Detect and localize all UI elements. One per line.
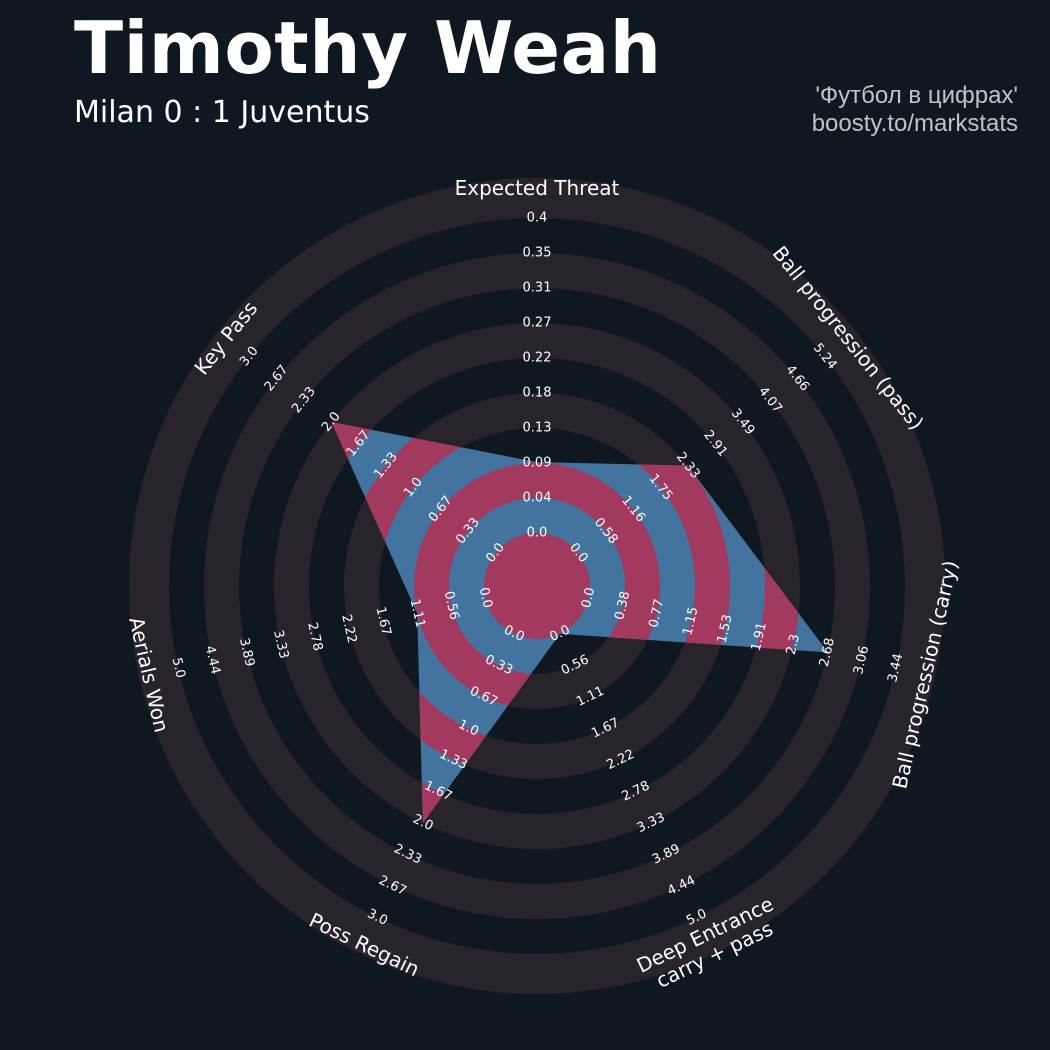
param-label: Deep Entrancecarry + pass: [633, 892, 787, 998]
credit-url: boosty.to/markstats: [811, 110, 1018, 137]
tick-label: 0.09: [523, 456, 552, 471]
tick-label: 0.31: [523, 281, 552, 296]
tick-label: 3.06: [851, 644, 872, 676]
tick-label: 2.78: [304, 621, 325, 653]
tick-label: 0.22: [523, 351, 552, 366]
tick-label: 1.91: [749, 621, 770, 653]
tick-label: 0.0: [476, 586, 495, 610]
tick-label: 0.77: [646, 598, 667, 630]
tick-label: 0.35: [523, 246, 552, 261]
param-label: Expected Threat: [455, 176, 620, 200]
player-name-title: Timothy Weah: [74, 6, 662, 90]
tick-label: 2.3: [784, 633, 803, 657]
credit-name: 'Футбол в цифрах': [815, 82, 1018, 109]
tick-label: 3.33: [270, 629, 291, 661]
tick-label: 0.27: [523, 316, 552, 331]
player-value-area: [331, 422, 828, 823]
player-highlight-band: [484, 533, 590, 639]
tick-label: 0.38: [612, 590, 633, 622]
tick-label: 0.04: [523, 491, 552, 506]
tick-label: 0.56: [441, 590, 462, 622]
tick-label: 1.15: [680, 605, 701, 637]
tick-label: 2.22: [338, 613, 359, 645]
tick-label: 2.68: [817, 637, 838, 669]
tick-label: 0.18: [523, 386, 552, 401]
tick-label: 0.4: [527, 211, 548, 226]
tick-label: 4.44: [202, 644, 223, 676]
tick-label: 0.13: [523, 421, 552, 436]
param-label-line: Expected Threat: [455, 176, 620, 200]
player-polygon-highlight-bands: [331, 422, 828, 823]
tick-label: 3.44: [885, 652, 906, 684]
credit-block: 'Футбол в цифрах' boosty.to/markstats: [812, 82, 1018, 138]
tick-label: 5.0: [169, 656, 188, 680]
tick-label: 1.11: [407, 598, 428, 630]
tick-label: 0.0: [527, 526, 548, 541]
tick-label: 3.89: [236, 637, 257, 669]
match-subtitle: Milan 0 : 1 Juventus: [74, 95, 370, 130]
tick-label: 1.67: [372, 605, 393, 637]
tick-label: 1.53: [715, 613, 736, 645]
tick-label: 0.0: [579, 586, 598, 610]
